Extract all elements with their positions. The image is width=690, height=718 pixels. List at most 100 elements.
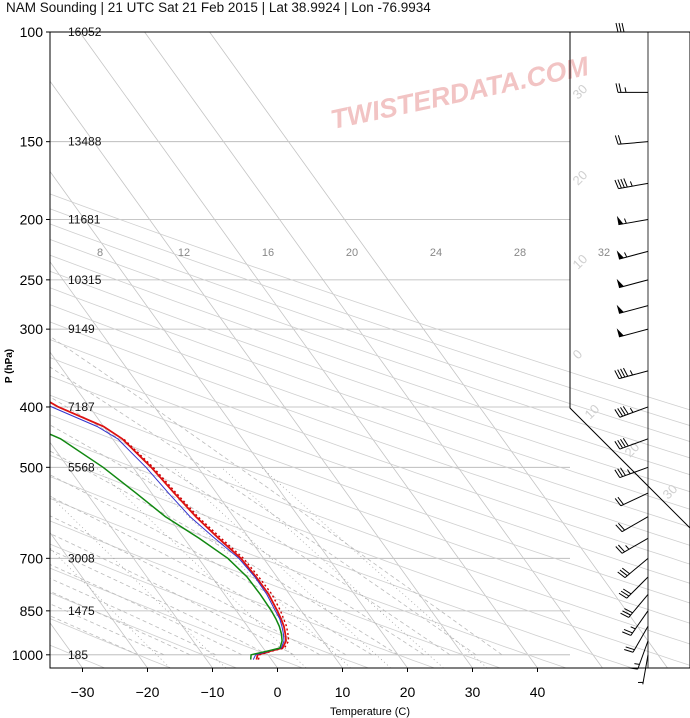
moist-adiabat bbox=[50, 335, 503, 656]
isotherm-line bbox=[50, 80, 473, 668]
barb-flag bbox=[616, 215, 624, 225]
barb-shaft bbox=[619, 466, 649, 479]
dry-adiabat bbox=[50, 223, 690, 443]
barb-feather bbox=[617, 179, 622, 189]
mixing-ratio-label: 20 bbox=[346, 247, 358, 259]
height-label: 11681 bbox=[68, 212, 101, 226]
barb-half-feather bbox=[629, 181, 633, 187]
y-tick-label: 300 bbox=[20, 321, 44, 337]
mixing-ratio-label: 16 bbox=[262, 247, 274, 259]
moist-adiabat bbox=[50, 603, 165, 656]
x-tick-label: −10 bbox=[201, 684, 225, 700]
wind-barb bbox=[628, 640, 649, 670]
wind-barb bbox=[614, 367, 649, 380]
barb-feather bbox=[622, 588, 632, 595]
chart-title: NAM Sounding | 21 UTC Sat 21 Feb 2015 | … bbox=[6, 0, 431, 15]
barb-feather bbox=[617, 408, 624, 417]
barb-feather bbox=[617, 369, 623, 379]
barb-shaft bbox=[618, 305, 649, 314]
barb-feather bbox=[621, 567, 630, 575]
barb-half-feather bbox=[625, 545, 630, 550]
series-virtual-temperature-line bbox=[123, 438, 290, 660]
x-tick-label: 0 bbox=[274, 684, 282, 700]
barb-feather bbox=[614, 135, 619, 145]
mixing-ratio-line bbox=[221, 467, 444, 668]
dry-adiabat bbox=[50, 394, 690, 624]
moist-adiabat bbox=[50, 577, 217, 656]
barb-feather bbox=[618, 592, 628, 599]
barb-feather bbox=[620, 612, 629, 618]
barb-feather bbox=[614, 441, 621, 450]
moist-adiabat bbox=[50, 549, 269, 656]
barb-feather bbox=[615, 22, 619, 33]
barb-feather bbox=[617, 468, 624, 477]
mixing-ratio-line bbox=[50, 495, 227, 668]
barb-feather bbox=[622, 437, 629, 447]
y-tick-label: 700 bbox=[20, 550, 44, 566]
dry-adiabat bbox=[50, 476, 567, 668]
barb-shaft bbox=[628, 594, 649, 618]
height-label: 1475 bbox=[68, 604, 95, 618]
hodograph-label: 10 bbox=[582, 401, 603, 422]
mixing-ratio-label: 28 bbox=[514, 247, 526, 259]
x-tick-label: 10 bbox=[335, 684, 351, 700]
barb-feather bbox=[621, 22, 625, 33]
mixing-ratio-line bbox=[95, 467, 307, 668]
moist-adiabat bbox=[50, 450, 399, 656]
barb-feather bbox=[624, 649, 634, 653]
barb-half-feather bbox=[627, 469, 631, 475]
dry-adiabat bbox=[50, 339, 690, 565]
dry-adiabat bbox=[50, 497, 501, 668]
barb-feather bbox=[623, 628, 633, 634]
wind-barb bbox=[616, 304, 649, 314]
barb-shaft bbox=[619, 438, 649, 450]
height-label: 7187 bbox=[68, 400, 95, 414]
wind-barb bbox=[622, 610, 649, 636]
wind-barb bbox=[614, 437, 649, 450]
barb-flag bbox=[616, 250, 624, 260]
wind-barb bbox=[638, 654, 649, 685]
y-tick-label: 1000 bbox=[12, 647, 43, 663]
dry-adiabat bbox=[50, 454, 633, 668]
barb-shaft bbox=[618, 250, 649, 260]
barb-half-feather bbox=[629, 407, 634, 413]
barb-feather bbox=[617, 571, 626, 579]
isotherm-line bbox=[50, 170, 408, 668]
grid-labels: 8 12 16 20 24 28 32 bbox=[97, 247, 610, 259]
barb-half-feather bbox=[630, 626, 636, 630]
barb-feather bbox=[623, 178, 628, 188]
barb-feather bbox=[622, 631, 631, 636]
barb-feather bbox=[617, 135, 622, 145]
x-tick-label: 20 bbox=[400, 684, 416, 700]
plot-frame bbox=[49, 31, 690, 669]
barb-shaft bbox=[626, 576, 649, 599]
mixing-ratio-line bbox=[172, 467, 391, 668]
moist-adiabat bbox=[50, 424, 425, 656]
dry-adiabat bbox=[50, 375, 690, 604]
dry-adiabat bbox=[50, 254, 690, 476]
barb-shaft bbox=[618, 328, 649, 338]
dry-adiabat bbox=[50, 193, 690, 411]
barb-feather bbox=[617, 496, 624, 505]
wind-barb bbox=[614, 135, 649, 145]
barb-shaft bbox=[618, 141, 649, 145]
barb-shaft bbox=[621, 516, 649, 533]
barb-feather bbox=[619, 569, 628, 577]
watermark: TWISTERDATA.COM bbox=[328, 51, 592, 135]
barb-half-feather bbox=[634, 663, 640, 665]
isotherm-line bbox=[50, 351, 278, 668]
y-tick-label: 400 bbox=[20, 399, 44, 415]
wind-barbs bbox=[614, 22, 649, 685]
barb-feather bbox=[618, 544, 625, 553]
wind-barb bbox=[616, 250, 649, 260]
wind-barb bbox=[616, 278, 649, 289]
hodograph-label: 20 bbox=[570, 167, 591, 188]
barb-shaft bbox=[618, 279, 649, 289]
height-label: 16052 bbox=[68, 25, 102, 39]
barb-flag bbox=[616, 278, 624, 288]
dry-adiabat bbox=[50, 287, 690, 510]
series-parcel-line bbox=[50, 405, 285, 660]
barb-half-feather bbox=[624, 87, 627, 93]
